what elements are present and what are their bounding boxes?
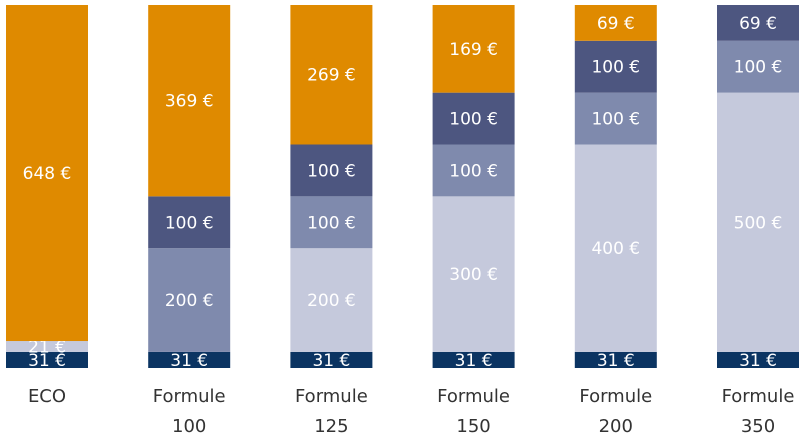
- value-label: 31 €: [455, 351, 493, 371]
- bar-segment: [574, 40, 657, 93]
- bar-segment: [290, 144, 373, 197]
- value-label: 69 €: [597, 14, 635, 34]
- value-label: 100 €: [591, 110, 640, 130]
- value-label: 100 €: [307, 161, 356, 181]
- value-label: 100 €: [307, 213, 356, 233]
- x-tick-label: Formule 350: [721, 386, 795, 435]
- bar-segment: [148, 196, 231, 249]
- bar-segment: [290, 248, 373, 352]
- x-tick-label: ECO: [27, 386, 67, 407]
- value-label: 31 €: [597, 351, 635, 371]
- bar-segment: [432, 144, 515, 197]
- value-label: 369 €: [165, 92, 214, 112]
- bar-segment: [148, 5, 231, 197]
- bar-segment: [717, 40, 799, 93]
- bar-segment: [290, 5, 373, 145]
- x-tick-label: Formule 150: [437, 386, 510, 435]
- value-label: 269 €: [307, 66, 356, 86]
- value-label: 21 €: [28, 337, 66, 357]
- value-label: 31 €: [312, 351, 350, 371]
- bar-segment: [290, 196, 373, 249]
- bar-segment: [574, 351, 657, 368]
- bar-segment: [717, 5, 799, 41]
- value-label: 100 €: [449, 110, 498, 130]
- value-label: 69 €: [739, 14, 777, 34]
- value-label: 31 €: [170, 351, 208, 371]
- x-tick-label: Formule 200: [579, 386, 653, 435]
- bar-segment: [717, 92, 799, 352]
- bar-segment: [432, 5, 515, 93]
- value-label: 500 €: [734, 213, 783, 233]
- value-label: 200 €: [165, 291, 214, 311]
- x-tick-label: Formule 125: [294, 386, 368, 435]
- value-label: 300 €: [449, 265, 498, 285]
- bar-segment: [574, 92, 657, 145]
- bar-segment: [432, 92, 515, 145]
- bar-segment: [290, 351, 373, 368]
- value-label: 31 €: [739, 351, 777, 371]
- bar-segment: [148, 248, 231, 352]
- bar-segment: [6, 341, 88, 352]
- x-tick-label: Formule 100: [152, 386, 226, 435]
- bar-segment: [432, 196, 515, 352]
- bar-segment: [148, 351, 231, 368]
- bar-segment: [574, 5, 657, 41]
- bar-segment: [717, 351, 799, 368]
- value-label: 400 €: [591, 239, 640, 259]
- bar-segment: [6, 351, 88, 368]
- value-label: 169 €: [449, 40, 498, 60]
- bar-segment: [432, 351, 515, 368]
- value-label: 200 €: [307, 291, 356, 311]
- value-label: 100 €: [734, 58, 783, 78]
- value-label: 100 €: [165, 213, 214, 233]
- value-label: 100 €: [591, 58, 640, 78]
- value-label: 100 €: [449, 161, 498, 181]
- value-label: 31 €: [28, 351, 66, 371]
- bar-segment: [6, 5, 88, 342]
- bar-segment: [574, 144, 657, 352]
- value-label: 648 €: [23, 164, 72, 184]
